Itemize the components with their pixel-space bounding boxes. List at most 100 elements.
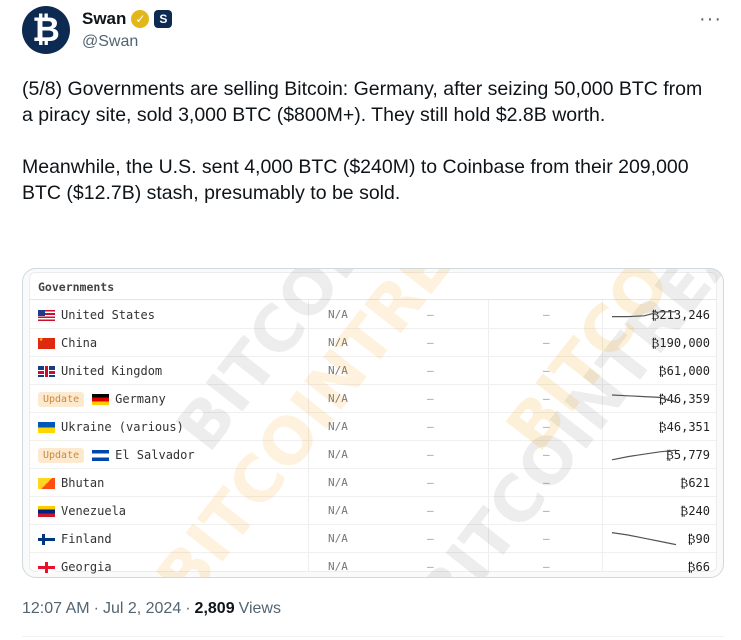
sparkline-chart <box>611 394 677 403</box>
table-row: Finland N/A – – ₿90 <box>30 525 716 553</box>
btc-holdings: ₿61,000 <box>658 364 710 378</box>
avatar[interactable]: ₿ <box>22 6 70 54</box>
table-row: United States N/A – – ₿213,246 <box>30 301 716 329</box>
btc-holdings: ₿621 <box>680 476 710 490</box>
country-cell: China <box>38 329 97 357</box>
flag-fi-icon <box>38 533 55 545</box>
table-row: Update Germany N/A – – ₿46,359 <box>30 385 716 413</box>
btc-holdings: ₿5,779 <box>665 448 710 462</box>
flag-bt-icon <box>38 477 55 489</box>
dash-value: – <box>427 336 434 349</box>
dash-value: – <box>427 448 434 461</box>
views-label: Views <box>238 600 281 617</box>
na-value: N/A <box>328 448 348 461</box>
na-value: N/A <box>328 364 348 377</box>
country-name: Bhutan <box>61 476 105 490</box>
na-value: N/A <box>328 504 348 517</box>
country-name: United Kingdom <box>61 364 163 378</box>
dash-value: – <box>427 476 434 489</box>
table-row: Ukraine (various) N/A – – ₿46,351 <box>30 413 716 441</box>
country-name: China <box>61 336 98 350</box>
country-cell: Ukraine (various) <box>38 413 184 441</box>
flag-us-icon <box>38 309 55 321</box>
country-cell: Finland <box>38 525 112 553</box>
sparkline-line <box>611 449 677 461</box>
divider <box>30 299 716 300</box>
dash-value: – <box>543 504 550 517</box>
country-name: El Salvador <box>115 448 195 462</box>
btc-holdings: ₿190,000 <box>651 336 710 350</box>
update-tag: Update <box>38 391 85 407</box>
affiliation-badge-icon[interactable]: S <box>154 10 173 28</box>
na-value: N/A <box>328 560 348 573</box>
country-cell: United States <box>38 301 155 329</box>
dash-value: – <box>543 308 550 321</box>
dash-value: – <box>427 504 434 517</box>
country-cell: Venezuela <box>38 497 126 525</box>
table-title: Governments <box>38 280 115 294</box>
country-name: Georgia <box>61 560 112 574</box>
tweet-time[interactable]: 12:07 AM <box>22 600 90 617</box>
views-count[interactable]: 2,809 <box>194 600 235 617</box>
dash-value: – <box>427 308 434 321</box>
separator: · <box>185 600 191 617</box>
flag-ve-icon <box>38 505 55 517</box>
divider <box>602 300 603 571</box>
country-name: United States <box>61 308 155 322</box>
tweet-media-image[interactable]: Governments United StatesN/A––₿213,246Ch… <box>22 268 724 578</box>
dash-value: – <box>543 448 550 461</box>
country-cell: Bhutan <box>38 469 104 497</box>
country-cell: Update Germany <box>38 385 166 413</box>
tweet-header: ₿ Swan ✓ S @Swan ··· <box>22 6 722 62</box>
na-value: N/A <box>328 420 348 433</box>
table-row: Venezuela N/A – – ₿240 <box>30 497 716 525</box>
dash-value: – <box>427 532 434 545</box>
btc-holdings: ₿240 <box>680 504 710 518</box>
flag-ge-icon <box>38 561 55 573</box>
sparkline-line <box>611 394 677 403</box>
dash-value: – <box>543 560 550 573</box>
btc-holdings: ₿46,359 <box>658 392 710 406</box>
divider <box>22 636 724 637</box>
country-cell: United Kingdom <box>38 357 162 385</box>
tweet-paragraph: Meanwhile, the U.S. sent 4,000 BTC ($240… <box>22 156 689 204</box>
btc-holdings: ₿66 <box>687 560 710 574</box>
dash-value: – <box>427 560 434 573</box>
divider <box>488 300 489 571</box>
more-options-icon[interactable]: ··· <box>699 8 722 30</box>
country-name: Finland <box>61 532 112 546</box>
btc-holdings: ₿90 <box>687 532 710 546</box>
sparkline-line <box>612 311 676 318</box>
divider <box>308 300 309 571</box>
table-row: China N/A – – ₿190,000 <box>30 329 716 357</box>
na-value: N/A <box>328 532 348 545</box>
dash-value: – <box>543 532 550 545</box>
update-tag: Update <box>38 447 85 463</box>
table-row: United Kingdom N/A – – ₿61,000 <box>30 357 716 385</box>
user-handle[interactable]: @Swan <box>82 33 139 50</box>
dash-value: – <box>427 420 434 433</box>
dash-value: – <box>543 420 550 433</box>
country-name: Venezuela <box>61 504 127 518</box>
verified-badge-icon[interactable]: ✓ <box>131 10 150 28</box>
table-row: Georgia N/A – – ₿66 <box>30 553 716 577</box>
flag-sv-icon <box>92 449 110 461</box>
display-name[interactable]: Swan <box>82 9 127 28</box>
country-cell: Update El Salvador <box>38 441 195 469</box>
table-row: Update El Salvador N/A – – ₿5,779 <box>30 441 716 469</box>
dash-value: – <box>543 336 550 349</box>
dash-value: – <box>427 392 434 405</box>
table-row: Bhutan N/A – – ₿621 <box>30 469 716 497</box>
na-value: N/A <box>328 476 348 489</box>
dash-value: – <box>543 364 550 377</box>
sparkline-line <box>611 532 677 546</box>
country-name: Ukraine (various) <box>61 420 184 434</box>
btc-holdings: ₿46,351 <box>658 420 710 434</box>
dash-value: – <box>543 476 550 489</box>
tweet-paragraph: (5/8) Governments are selling Bitcoin: G… <box>22 78 703 126</box>
flag-cn-icon <box>38 337 55 349</box>
tweet-meta: 12:07 AM · Jul 2, 2024 · 2,809 Views <box>22 600 281 618</box>
dash-value: – <box>543 392 550 405</box>
flag-uk-icon <box>38 365 55 377</box>
tweet-date[interactable]: Jul 2, 2024 <box>102 600 182 617</box>
